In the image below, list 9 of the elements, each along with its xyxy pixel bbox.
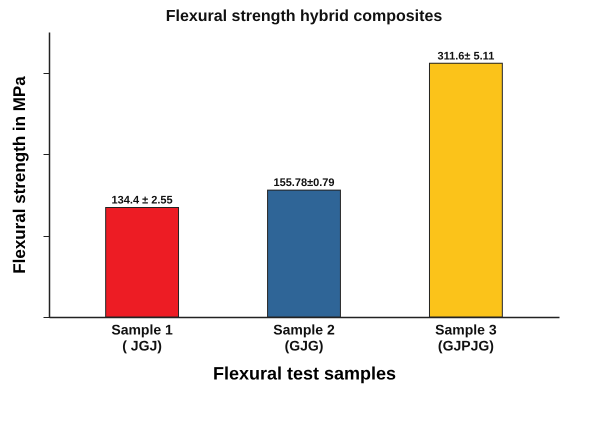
x-tick-label: Sample 2 (GJG)	[273, 322, 335, 354]
data-label: 134.4 ± 2.55	[112, 194, 173, 207]
x-axis-title: Flexural test samples	[212, 364, 396, 384]
y-axis-title: Flexural strength in MPa	[10, 76, 29, 274]
x-tick-label: Sample 3 (GJPJG)	[435, 322, 497, 354]
x-tick-label: Sample 1 ( JGJ)	[111, 322, 174, 354]
data-label: 155.78±0.79	[273, 177, 335, 190]
chart-title: Flexural strength hybrid composites	[166, 8, 442, 25]
data-label: 311.6± 5.11	[437, 50, 494, 62]
